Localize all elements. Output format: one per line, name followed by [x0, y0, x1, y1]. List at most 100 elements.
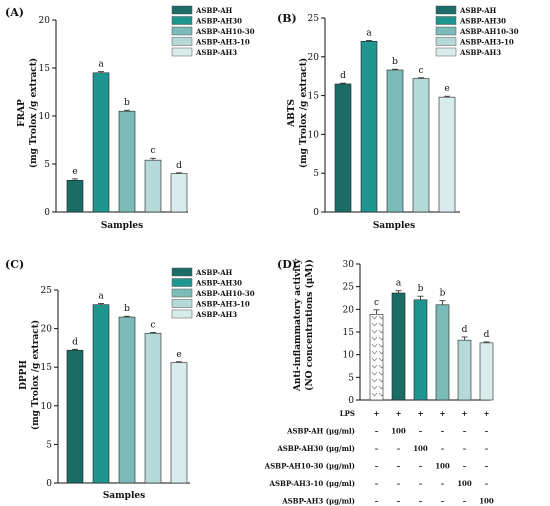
y-tick-label: 25 [343, 283, 355, 293]
y-tick-label: 30 [343, 260, 355, 270]
bar [457, 339, 472, 401]
significance-letter: b [418, 284, 424, 294]
legend-swatch [435, 5, 457, 15]
legend-label: ASBP-AH3 [195, 48, 237, 57]
significance-letter: b [124, 304, 130, 314]
bar [92, 304, 110, 484]
legend-swatch [171, 26, 193, 36]
table-row-label: ASBP-AH30 (μg/ml) [276, 444, 355, 453]
y-tick-label: 5 [46, 440, 52, 450]
panel-a-bars: e a b c d [66, 60, 188, 213]
y-tick-label: 10 [39, 112, 51, 122]
table-cell: – [441, 497, 445, 506]
legend-swatch [171, 299, 193, 308]
y-tick-label: 15 [41, 363, 53, 373]
table-cell: 100 [479, 497, 494, 506]
legend-swatch [171, 16, 193, 25]
y-tick-label: 5 [348, 373, 354, 383]
panel-a: (A) FRAP (mg Trolox /g extract) 0 5 10 15 20… [5, 5, 255, 231]
y-tick-label: 5 [313, 169, 319, 179]
table-row-label: ASBP-AH (μg/ml) [286, 427, 355, 436]
y-tick-label: 10 [308, 130, 320, 140]
bar [170, 362, 188, 484]
table-cell: + [440, 409, 446, 418]
bar [170, 173, 188, 213]
y-tick-label: 15 [308, 92, 320, 102]
panel-b: (B) ABTS (mg Trolox /g extract) 0 5 10 15 20… [277, 5, 519, 231]
table-cell: – [397, 497, 401, 506]
significance-letter: d [176, 161, 182, 171]
legend-label: ASBP-AH10-30 [195, 27, 255, 36]
panel-c: (C) DPPH (mg Trolox /g extract) 0 5 10 15 20… [5, 258, 255, 501]
y-tick-label: 10 [343, 351, 355, 361]
table-cell: – [485, 479, 489, 488]
table-cell: – [419, 479, 423, 488]
table-cell: – [397, 462, 401, 471]
legend-swatch [171, 288, 193, 298]
significance-letter: a [396, 279, 402, 289]
significance-letter: e [176, 350, 181, 360]
legend-swatch [171, 47, 193, 57]
significance-letter: e [72, 167, 77, 177]
panel-b-ylabel-line2: (mg Trolox /g extract) [298, 58, 309, 168]
bar [369, 314, 384, 401]
legend-label: ASBP-AH10-30 [195, 289, 255, 298]
bar [386, 69, 404, 213]
legend-swatch [171, 37, 193, 46]
table-cell: + [484, 409, 490, 418]
bar [479, 342, 494, 401]
legend-label: ASBP-AH3-10 [459, 38, 514, 47]
y-tick-label: 15 [343, 328, 355, 338]
panel-b-ylabel-line1: ABTS [287, 99, 297, 128]
bar [66, 349, 84, 484]
y-tick-label: 20 [39, 16, 51, 26]
legend-swatch [171, 5, 193, 15]
bar [66, 180, 84, 213]
significance-letter: c [374, 298, 379, 308]
table-row-label: ASBP-AH10-30 (μg/ml) [264, 462, 355, 471]
legend-label: ASBP-AH [459, 6, 497, 15]
bar [92, 72, 110, 213]
y-tick-label: 20 [308, 53, 320, 63]
panel-d-ylabel-line1: Anti-inflammatory activity [293, 258, 303, 392]
table-cell: 100 [435, 462, 450, 471]
y-tick-label: 5 [44, 160, 50, 170]
bar [144, 159, 162, 213]
table-cell: – [441, 427, 445, 436]
panel-b-xlabel: Samples [373, 221, 415, 231]
significance-letter: a [98, 292, 104, 302]
panel-b-label: (B) [277, 12, 297, 25]
panel-d-treatment-table: LPS + + + + + + ASBP-AH (μg/ml) – 100 – – – – ASBP-AH3… [264, 409, 494, 506]
bar [391, 292, 406, 401]
significance-letter: c [150, 146, 155, 156]
panel-c-axes: 0 5 10 15 20 25 [41, 286, 190, 489]
panel-a-ylabel-line2: (mg Trolox /g extract) [28, 58, 39, 168]
significance-letter: b [392, 57, 398, 67]
table-cell: – [441, 444, 445, 453]
panel-d-ylabel-line2: (NO concentrations (μM)) [304, 259, 315, 391]
legend-label: ASBP-AH3-10 [195, 38, 250, 47]
panel-c-ylabel-line2: (mg Trolox /g extract) [30, 320, 41, 430]
table-cell: – [463, 462, 467, 471]
y-tick-label: 0 [348, 396, 354, 406]
table-cell: – [375, 497, 379, 506]
table-cell: – [375, 427, 379, 436]
significance-letter: e [444, 84, 449, 94]
legend-label: ASBP-AH30 [459, 17, 506, 26]
y-tick-label: 0 [44, 208, 50, 218]
significance-letter: d [340, 71, 346, 81]
legend-label: ASBP-AH30 [195, 279, 242, 288]
table-cell: 100 [413, 444, 428, 453]
significance-letter: d [72, 337, 78, 347]
table-cell: + [396, 409, 402, 418]
panel-c-label: (C) [5, 258, 24, 271]
table-cell: – [397, 479, 401, 488]
table-row-label: ASBP-AH3 (μg/ml) [281, 497, 355, 506]
y-tick-label: 0 [313, 208, 319, 218]
y-tick-label: 25 [41, 286, 53, 296]
significance-letter: d [462, 325, 468, 335]
legend-label: ASBP-AH30 [195, 17, 242, 26]
bar [412, 78, 430, 213]
